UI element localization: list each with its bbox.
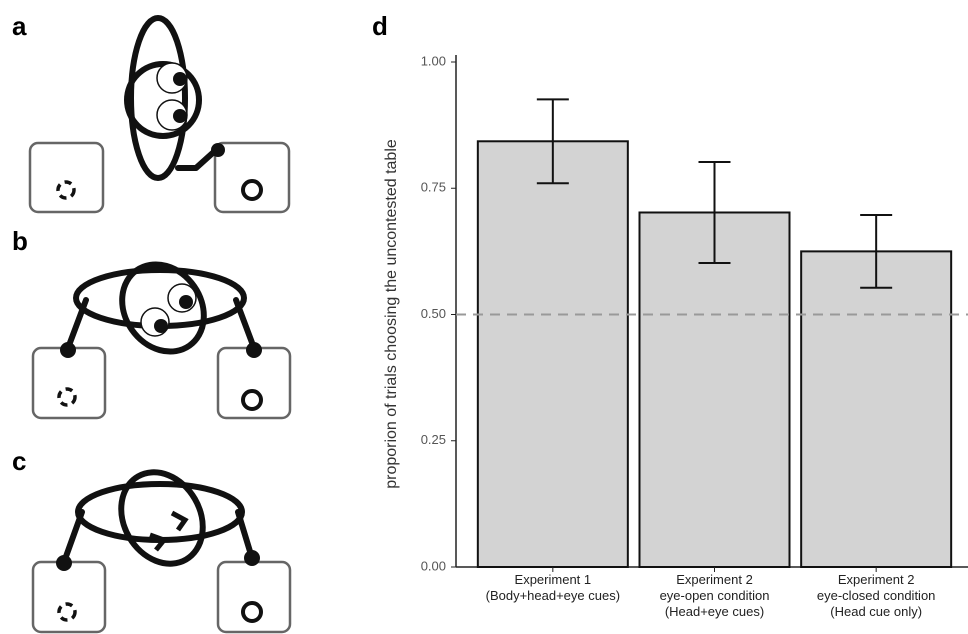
- x-tick-label-line: Experiment 2: [838, 572, 915, 587]
- y-axis-label: proporion of trials choosing the unconte…: [383, 139, 400, 489]
- body: [131, 18, 185, 178]
- y-tick-label: 0.50: [421, 306, 446, 321]
- hand: [211, 143, 225, 157]
- x-tick-label-line: Experiment 2: [676, 572, 753, 587]
- head: [105, 249, 220, 368]
- body: [78, 484, 242, 540]
- table-box: [30, 143, 103, 212]
- x-tick-label: Experiment 1(Body+head+eye cues): [486, 572, 620, 603]
- bar: [640, 212, 790, 567]
- pupil: [173, 72, 187, 86]
- x-tick-label-line: eye-open condition: [660, 588, 770, 603]
- panel-label: d: [372, 11, 388, 41]
- bar: [801, 251, 951, 567]
- closed-eye: [150, 513, 185, 550]
- panel-label: a: [12, 11, 27, 41]
- bar: [478, 141, 628, 567]
- x-tick-label-line: (Head+eye cues): [665, 604, 764, 619]
- hand: [246, 342, 262, 358]
- head: [105, 457, 219, 578]
- table-box: [33, 562, 105, 632]
- diagrams: a b c: [12, 11, 290, 632]
- x-tick-label-line: (Head cue only): [830, 604, 922, 619]
- panel-label: c: [12, 446, 26, 476]
- table-box: [33, 348, 105, 418]
- pupil: [173, 109, 187, 123]
- y-tick-label: 1.00: [421, 53, 446, 68]
- pupil: [179, 295, 193, 309]
- figure: a b c: [0, 0, 968, 634]
- hand: [56, 555, 72, 571]
- y-tick-label: 0.25: [421, 432, 446, 447]
- hand: [60, 342, 76, 358]
- hand: [244, 550, 260, 566]
- y-tick-label: 0.00: [421, 558, 446, 573]
- panel-label: b: [12, 226, 28, 256]
- arm: [178, 150, 216, 168]
- y-tick-label: 0.75: [421, 180, 446, 195]
- pupil: [154, 319, 168, 333]
- x-tick-label-line: eye-closed condition: [817, 588, 936, 603]
- table-box: [215, 143, 289, 212]
- x-tick-label-line: Experiment 1: [515, 572, 592, 587]
- x-tick-label-line: (Body+head+eye cues): [486, 588, 620, 603]
